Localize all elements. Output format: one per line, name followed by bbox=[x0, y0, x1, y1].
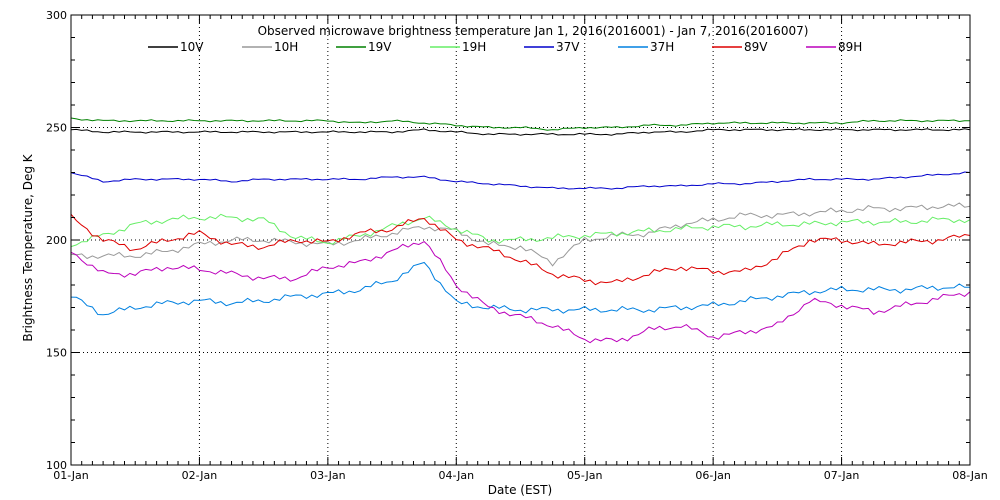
x-tick-label: 07-Jan bbox=[824, 469, 860, 482]
series-line-89h bbox=[70, 240, 971, 344]
legend-label-37v: 37V bbox=[556, 40, 580, 54]
x-tick-label: 08-Jan bbox=[952, 469, 988, 482]
x-tick-label: 05-Jan bbox=[567, 469, 603, 482]
legend: 10V 10H 19V 19H 37V 37H 89V 89H bbox=[148, 40, 862, 54]
series-line-19h bbox=[70, 213, 971, 248]
y-tick-label: 200 bbox=[46, 234, 67, 247]
axis-ticks: 01-Jan 02-Jan 03-Jan 04-Jan 05-Jan 06-Jan 07-J… bbox=[46, 9, 988, 482]
x-tick-label: 03-Jan bbox=[310, 469, 346, 482]
y-tick-label: 300 bbox=[46, 9, 67, 22]
chart-title: Observed microwave brightness temperatur… bbox=[258, 24, 809, 38]
series-line-37v bbox=[70, 171, 971, 190]
series-line-37h bbox=[70, 261, 970, 316]
series-lines bbox=[70, 117, 971, 344]
x-tick-label: 01-Jan bbox=[53, 469, 89, 482]
y-tick-label: 250 bbox=[46, 122, 67, 135]
x-axis-title: Date (EST) bbox=[488, 483, 552, 497]
legend-label-19h: 19H bbox=[462, 40, 486, 54]
series-line-19v bbox=[70, 117, 970, 131]
legend-label-89h: 89H bbox=[838, 40, 862, 54]
x-tick-label: 02-Jan bbox=[182, 469, 218, 482]
y-axis-title: Brightness Temperature, Deg K bbox=[21, 153, 35, 341]
y-tick-label: 100 bbox=[46, 459, 67, 472]
series-line-10h bbox=[70, 202, 971, 267]
y-tick-label: 150 bbox=[46, 347, 67, 360]
legend-label-37h: 37H bbox=[650, 40, 674, 54]
legend-label-10h: 10H bbox=[274, 40, 298, 54]
legend-label-10v: 10V bbox=[180, 40, 204, 54]
legend-label-89v: 89V bbox=[744, 40, 768, 54]
legend-label-19v: 19V bbox=[368, 40, 392, 54]
x-tick-label: 04-Jan bbox=[439, 469, 475, 482]
series-line-89v bbox=[70, 213, 971, 286]
series-line-10v bbox=[70, 128, 971, 136]
x-tick-label: 06-Jan bbox=[695, 469, 731, 482]
